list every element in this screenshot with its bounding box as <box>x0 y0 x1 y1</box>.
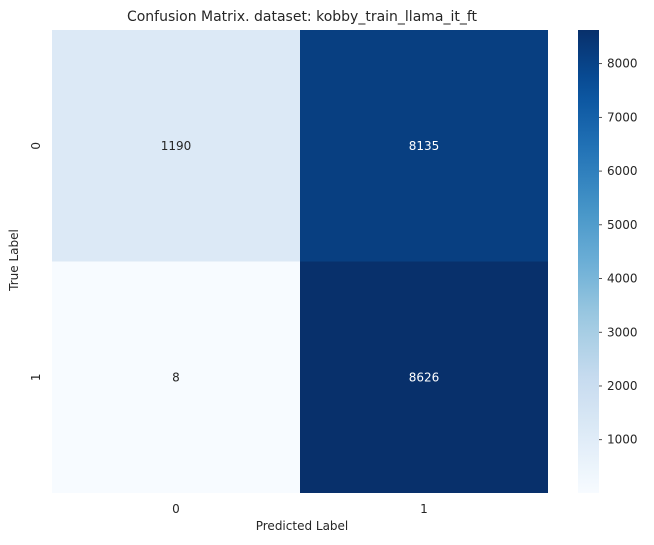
x-tick-label-0: 0 <box>172 502 180 516</box>
colorbar-tick-label-2: 3000 <box>607 325 638 339</box>
y-axis-ticks: 01 <box>29 142 43 381</box>
x-tick-label-1: 1 <box>420 502 428 516</box>
cell-value-label-r0-c1: 8135 <box>409 139 440 153</box>
colorbar-tick-label-4: 5000 <box>607 218 638 232</box>
cell-value-label-r0-c0: 1190 <box>161 139 192 153</box>
cell-value-label-r1-c0: 8 <box>172 370 180 384</box>
cell-value-label-r1-c1: 8626 <box>409 370 440 384</box>
heatmap-cell-labels: 1190 8135 8 8626 <box>161 139 440 385</box>
heatmap-cell-r1-c0 <box>52 261 300 493</box>
colorbar-tick-label-1: 2000 <box>607 379 638 393</box>
colorbar-tick-label-5: 6000 <box>607 164 638 178</box>
colorbar-tick-label-0: 1000 <box>607 433 638 447</box>
y-tick-label-0: 0 <box>29 142 43 150</box>
heatmap-cell-r0-c0 <box>52 30 300 262</box>
colorbar-tick-label-7: 8000 <box>607 57 638 71</box>
x-axis-label: Predicted Label <box>256 519 349 533</box>
y-axis-label: True Label <box>7 229 21 292</box>
heatmap-cell-r1-c1 <box>300 261 548 493</box>
colorbar <box>578 30 599 493</box>
heatmap-cells <box>52 30 548 493</box>
colorbar-tick-label-6: 7000 <box>607 110 638 124</box>
heatmap-cell-r0-c1 <box>300 30 548 262</box>
y-tick-label-1: 1 <box>29 373 43 381</box>
colorbar-tick-label-3: 4000 <box>607 272 638 286</box>
chart-title: Confusion Matrix. dataset: kobby_train_l… <box>127 9 478 25</box>
colorbar-ticks: 1000 2000 3000 4000 5000 6000 7000 8000 <box>599 57 638 447</box>
